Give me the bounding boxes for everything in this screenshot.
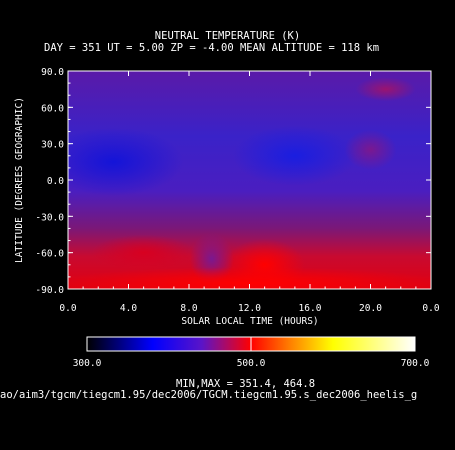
plot-title: NEUTRAL TEMPERATURE (K): [154, 30, 301, 42]
colorbar-tick-label: 300.0: [73, 358, 102, 369]
plot-subtitle: DAY = 351 UT = 5.00 ZP = -4.00 MEAN ALTI…: [44, 42, 380, 54]
x-tick-label: 8.0: [180, 303, 197, 314]
colorbar-tick-label: 700.0: [401, 358, 430, 369]
y-axis-label: LATITUDE (DEGREES GEOGRAPHIC): [14, 97, 25, 263]
x-tick-label: 16.0: [299, 303, 322, 314]
y-tick-label: -90.0: [35, 285, 64, 296]
y-tick-label: -30.0: [35, 212, 64, 223]
heatmap-feature-1: [232, 125, 357, 186]
x-axis-label: SOLAR LOCAL TIME (HOURS): [181, 316, 318, 327]
x-tick-label: 20.0: [359, 303, 382, 314]
y-tick-label: 30.0: [41, 140, 64, 151]
heatmap-feature-2: [344, 129, 397, 170]
y-tick-label: 90.0: [41, 67, 64, 78]
y-tick-label: 0.0: [47, 176, 64, 187]
x-tick-label: 0.0: [422, 303, 439, 314]
x-tick-label: 0.0: [59, 303, 76, 314]
heatmap-feature-7: [68, 266, 431, 289]
heatmap-feature-3: [355, 77, 416, 102]
x-tick-label: 4.0: [120, 303, 137, 314]
heatmap-feature-0: [68, 127, 184, 196]
file-path: ao/aim3/tgcm/tiegcm1.95/dec2006/TGCM.tie…: [0, 389, 418, 401]
x-tick-label: 12.0: [238, 303, 261, 314]
min-max-readout: MIN,MAX = 351.4, 464.8: [176, 378, 316, 390]
colorbar-tick-label: 500.0: [237, 358, 266, 369]
heatmap-feature-5: [91, 234, 196, 271]
y-tick-label: -60.0: [35, 249, 64, 260]
y-tick-label: 60.0: [41, 103, 64, 114]
